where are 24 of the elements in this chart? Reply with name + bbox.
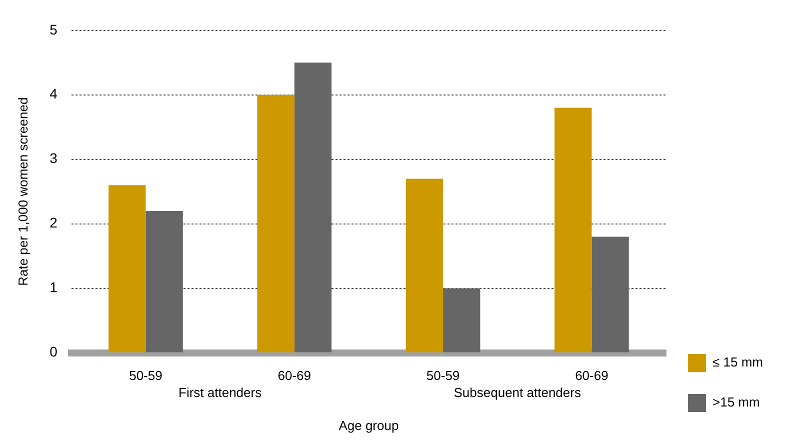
- y-tick-label: 2: [50, 214, 58, 231]
- bar: [108, 185, 146, 352]
- bar: [554, 108, 592, 352]
- y-tick-label: 5: [50, 21, 58, 38]
- x-axis-title: Age group: [338, 418, 399, 433]
- bar: [146, 210, 183, 352]
- x-tick-label: 50-59: [426, 368, 460, 384]
- text: Subsequent attenders: [454, 384, 582, 400]
- legend-label: >15 mm: [712, 394, 760, 410]
- y-tick-label: 3: [50, 150, 58, 166]
- y-axis-title: Rate per 1,000 women screened: [15, 97, 30, 286]
- bar: [294, 62, 332, 352]
- y-tick-label: 4: [50, 86, 58, 102]
- bar: [592, 236, 629, 352]
- legend-label: ≤ 15 mm: [712, 354, 764, 370]
- text: First attenders: [178, 384, 262, 400]
- bar: [257, 94, 294, 352]
- y-tick-label: 1: [50, 279, 58, 296]
- y-tick-label: 0: [50, 344, 58, 360]
- x-tick-label: 60-69: [278, 368, 311, 384]
- x-tick-label: 60-69: [575, 368, 608, 384]
- bar: [406, 178, 444, 352]
- x-tick-label: 50-59: [129, 368, 162, 384]
- bar: [443, 288, 480, 352]
